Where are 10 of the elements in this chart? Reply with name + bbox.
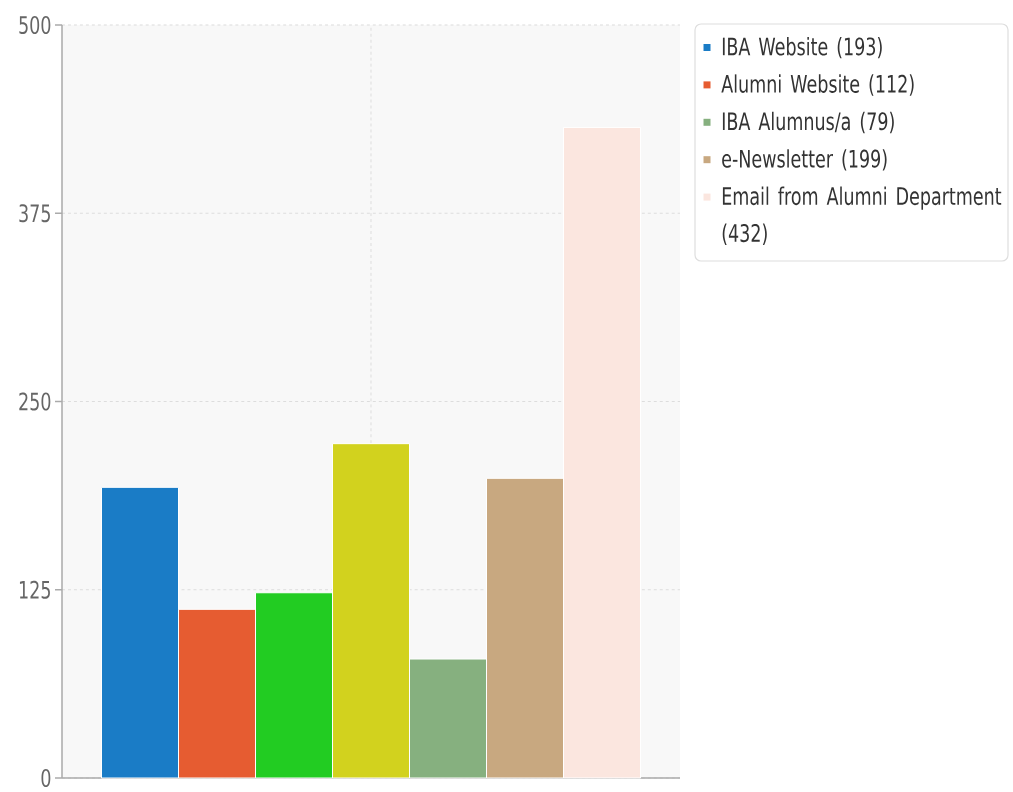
y-tick-label: 125 [19,580,50,599]
legend-label: Alumni Website (112) [721,74,914,96]
legend-label: Email from Alumni Department (432) [722,186,1002,245]
y-tick-label: 375 [19,204,50,223]
y-tick-label: 0 [41,768,51,788]
legend-label: IBA Alumnus/a (79) [722,111,894,134]
legend-label: IBA Website (193) [722,36,882,59]
y-tick-label: 500 [19,15,51,35]
y-tick-label: 250 [19,392,51,411]
legend-label: e-Newsletter (199) [722,149,887,171]
